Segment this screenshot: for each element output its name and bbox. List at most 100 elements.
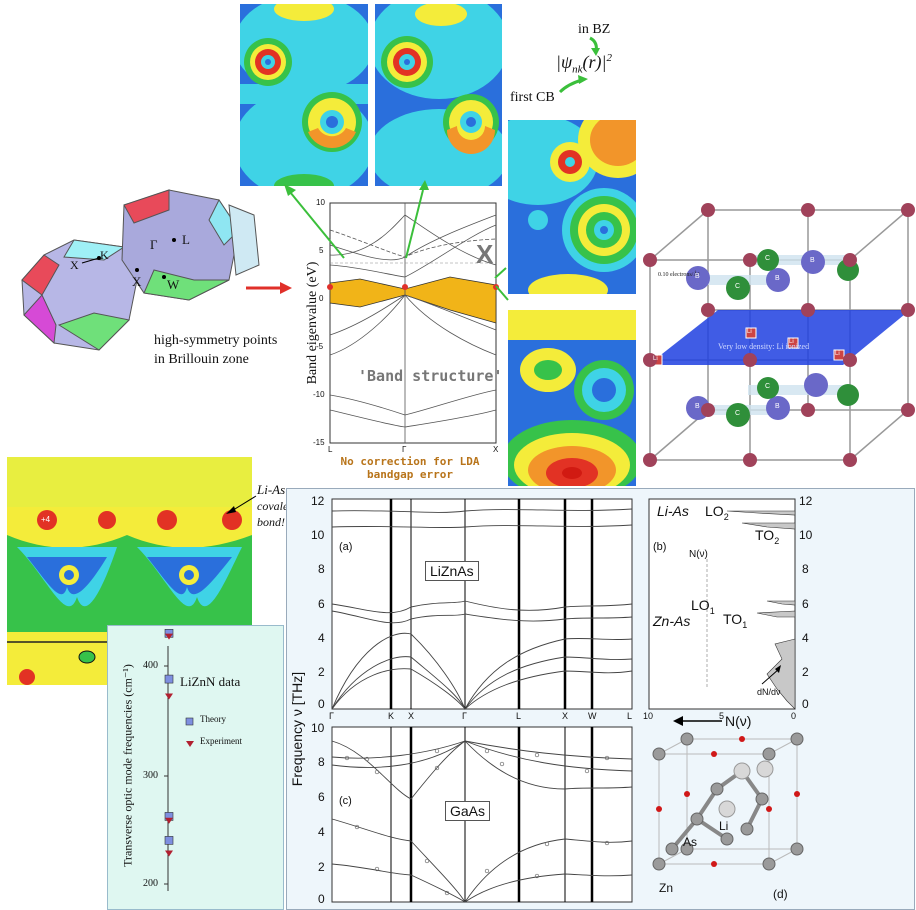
phonon-a-ytick-2: 2 bbox=[318, 665, 325, 679]
lizn-tick-300: 300 bbox=[143, 770, 158, 781]
phonon-xtick-k: K bbox=[388, 711, 395, 721]
formula-sup: 2 bbox=[606, 52, 612, 64]
experiment-point-2 bbox=[165, 817, 173, 824]
dos-dndv: dN/dν bbox=[757, 687, 781, 697]
charge-annot-arrow bbox=[226, 495, 257, 514]
charge-annot-line1: Li-As bbox=[257, 482, 286, 497]
band-xtick-gamma: Γ bbox=[402, 445, 407, 454]
phonon-a-ytick-0: 0 bbox=[318, 697, 325, 711]
wavefunction-formula: |ψnk(r)|2 bbox=[556, 52, 612, 76]
green-arrows-formula bbox=[558, 36, 600, 94]
bz-label-x1: X bbox=[70, 258, 79, 272]
bz-caption-line1: high-symmetry points bbox=[154, 333, 278, 348]
crystal-atom-b4: B bbox=[695, 403, 700, 410]
formula-rest: (r)| bbox=[582, 52, 607, 72]
dos-lo1: LO1 bbox=[691, 597, 715, 616]
crystal-atom-b2: B bbox=[775, 275, 780, 282]
dos-xtick-10: 10 bbox=[643, 711, 654, 721]
crystal-atom-b1: B bbox=[695, 273, 700, 280]
bz-label-x2: X bbox=[132, 274, 142, 289]
dos-to1: TO1 bbox=[723, 611, 747, 630]
band-xtick-x: X bbox=[493, 445, 499, 454]
phonon-xtick-gamma1: Γ bbox=[329, 711, 334, 721]
phonon-a-ytick-4: 4 bbox=[318, 631, 325, 645]
wavefunction-in-bz: in BZ bbox=[578, 22, 611, 37]
phonon-a-ytick-6: 6 bbox=[318, 597, 325, 611]
experiment-point-1 bbox=[165, 693, 173, 700]
crystal-atom-c1: C bbox=[735, 283, 741, 290]
green-arrows-band bbox=[284, 180, 509, 301]
wavefunction-plot-4-svg bbox=[508, 310, 636, 486]
phonon-panel-b: (b) bbox=[653, 541, 667, 553]
band-x-marker: X bbox=[476, 239, 494, 269]
phonon-compound-c: GaAs bbox=[445, 801, 491, 821]
bz-label-l: L bbox=[182, 232, 190, 247]
dos-ytick-12: 12 bbox=[799, 494, 813, 508]
lizn-data-panel: LiZnN data Theory Experiment 400 300 200… bbox=[107, 625, 284, 910]
lizn-legend-experiment: Experiment bbox=[200, 736, 242, 746]
dos-ytick-0: 0 bbox=[802, 697, 809, 711]
phonon-ylabel: Frequency ν [THz] bbox=[289, 671, 305, 787]
phonon-a-ytick-12: 12 bbox=[311, 494, 325, 508]
crystal-atom-c3: C bbox=[735, 410, 741, 417]
phonon-panel: Frequency ν [THz] 12 10 8 6 4 2 0 10 8 6… bbox=[286, 488, 915, 910]
dos-zn-as: Zn-As bbox=[653, 613, 691, 629]
lizn-tick-400: 400 bbox=[143, 660, 158, 671]
lizn-ylabel: Transverse optic mode frequencies (cm⁻¹) bbox=[120, 664, 135, 867]
red-arrow bbox=[246, 282, 292, 294]
band-tick-m10: -10 bbox=[313, 390, 325, 399]
phonon-xtick-gamma2: Γ bbox=[462, 711, 467, 721]
charge-site-label: +4 bbox=[41, 515, 51, 524]
band-title: 'Band structure' bbox=[358, 367, 503, 385]
phonon-a-ytick-8: 8 bbox=[318, 562, 325, 576]
phonon-compound-a: LiZnAs bbox=[425, 561, 479, 581]
crystal-d-as: As bbox=[683, 835, 698, 849]
crystal-density-label: 0.10 electrons/Å³ bbox=[658, 272, 700, 278]
phonon-xtick-l2: L bbox=[627, 711, 633, 721]
phonon-svg bbox=[331, 498, 804, 903]
dos-lo1-sub: 1 bbox=[709, 605, 715, 616]
brillouin-zone-svg bbox=[21, 189, 260, 351]
theory-point-3 bbox=[164, 836, 174, 845]
phonon-xtick-x1: X bbox=[408, 711, 415, 721]
phonon-panel-d: (d) bbox=[773, 887, 788, 901]
dos-ytick-2: 2 bbox=[802, 665, 809, 679]
experiment-point-3 bbox=[165, 850, 173, 857]
lizn-chart-svg bbox=[164, 628, 194, 891]
dos-lo2-sub: 2 bbox=[723, 511, 729, 522]
band-note-line2: bandgap error bbox=[366, 468, 454, 481]
experiment-point-0 bbox=[165, 633, 173, 640]
band-structure-svg bbox=[327, 202, 499, 444]
dos-xtick-0: 0 bbox=[791, 711, 797, 721]
crystal-d-li: Li bbox=[719, 819, 729, 833]
wavefunction-first-cb: first CB bbox=[510, 90, 555, 105]
band-tick-0: 0 bbox=[319, 294, 324, 303]
wavefunction-plot-1-svg bbox=[240, 4, 368, 186]
bz-caption: high-symmetry points in Brillouin zone bbox=[154, 331, 277, 369]
formula-psi: |ψ bbox=[556, 52, 573, 72]
phonon-c-ytick-0: 0 bbox=[318, 892, 325, 906]
band-tick-m5: -5 bbox=[316, 342, 324, 351]
lizn-tick-200: 200 bbox=[143, 878, 158, 889]
crystal-structure-svg bbox=[643, 203, 915, 467]
phonon-c-ytick-8: 8 bbox=[318, 755, 325, 769]
crystal-atom-b3: B bbox=[810, 257, 815, 264]
wavefunction-label-block: in BZ |ψnk(r)|2 first CB bbox=[510, 22, 650, 112]
bz-caption-line2: in Brillouin zone bbox=[154, 352, 249, 367]
crystal-d-zn: Zn bbox=[659, 881, 674, 895]
dos-ytick-4: 4 bbox=[802, 631, 809, 645]
wavefunction-plot-3 bbox=[508, 120, 636, 294]
dos-to2-text: TO bbox=[755, 527, 775, 543]
wavefunction-plot-2 bbox=[375, 4, 502, 186]
phonon-c-ytick-4: 4 bbox=[318, 825, 325, 839]
band-note-line1: No correction for LDA bbox=[340, 455, 480, 468]
dos-lo1-text: LO bbox=[691, 597, 710, 613]
bz-label-k: K bbox=[100, 248, 109, 262]
phonon-c-ytick-6: 6 bbox=[318, 790, 325, 804]
crystal-atom-li1: Li bbox=[653, 356, 658, 362]
dos-ytick-8: 8 bbox=[802, 562, 809, 576]
dos-to1-text: TO bbox=[723, 611, 743, 627]
dos-lo2-text: LO bbox=[705, 503, 724, 519]
phonon-xtick-x2: X bbox=[562, 711, 569, 721]
dos-nv-label: N(ν) bbox=[689, 549, 708, 560]
